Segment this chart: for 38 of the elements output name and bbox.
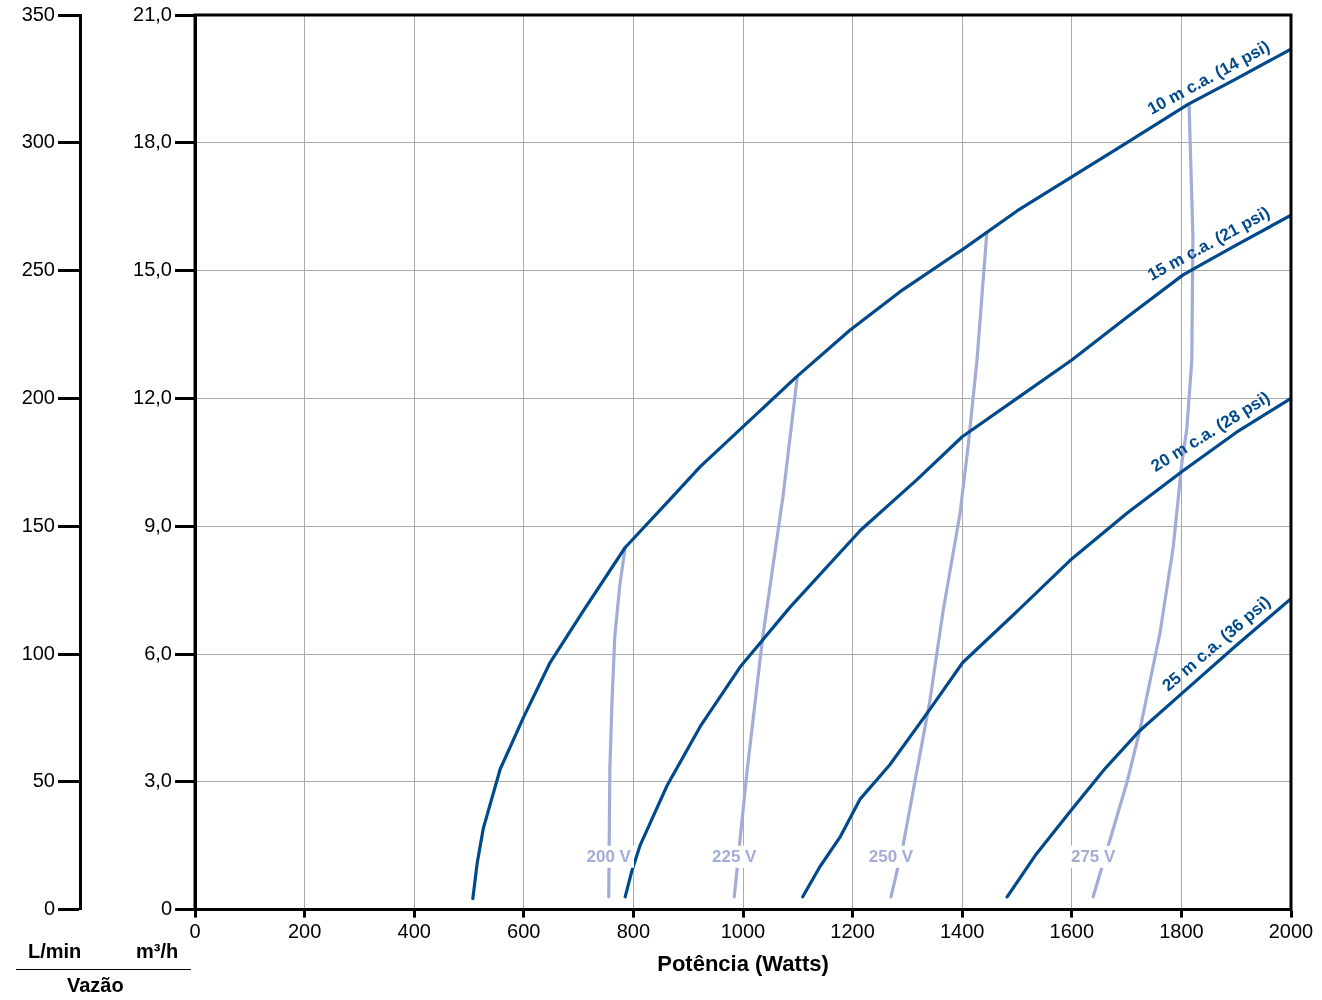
y-tick-label: 21,0 bbox=[133, 2, 172, 25]
x-tick-label: 400 bbox=[397, 920, 431, 943]
series-label: 275 V bbox=[1070, 846, 1117, 866]
y2-tick-label: 300 bbox=[21, 130, 55, 153]
y2-tick-label: 250 bbox=[21, 258, 55, 281]
series-label: 250 V bbox=[868, 846, 914, 866]
text: 15 m c.a. (21 psi) bbox=[1144, 202, 1273, 285]
y2-tick-label: 100 bbox=[21, 641, 55, 664]
x-tick-label: 1000 bbox=[720, 920, 766, 943]
x-tick-label: 1600 bbox=[1049, 920, 1095, 943]
y2-axis-title: L/min bbox=[28, 940, 82, 963]
x-tick-label: 1200 bbox=[830, 920, 875, 943]
series-label: 225 V bbox=[712, 846, 758, 866]
y-tick-label: 15,0 bbox=[133, 258, 172, 281]
x-tick-label: 200 bbox=[287, 920, 322, 943]
x-tick-label: 2000 bbox=[1268, 920, 1314, 943]
text: 10 m c.a. (14 psi) bbox=[1144, 36, 1273, 119]
x-tick-label: 1800 bbox=[1159, 920, 1204, 943]
y2-tick-label: 350 bbox=[21, 2, 55, 25]
x-tick-label: 600 bbox=[507, 920, 541, 943]
y-tick-label: 3,0 bbox=[144, 769, 172, 792]
text: 20 m c.a. (28 psi) bbox=[1147, 387, 1274, 476]
y-tick-label: 9,0 bbox=[144, 513, 172, 536]
x-axis-title: Potência (Watts) bbox=[657, 950, 829, 976]
x-tick-label: 1400 bbox=[939, 920, 985, 943]
y-axis-title: m³/h bbox=[136, 940, 179, 963]
x-tick-label: 0 bbox=[189, 920, 201, 943]
y2-tick-label: 50 bbox=[32, 769, 55, 792]
series-label: 200 V bbox=[586, 846, 632, 866]
y-tick-label: 0 bbox=[160, 897, 172, 920]
y-tick-label: 6,0 bbox=[144, 641, 172, 664]
y2-tick-label: 200 bbox=[21, 385, 55, 408]
x-tick-label: 800 bbox=[616, 920, 651, 943]
y-tick-label: 12,0 bbox=[133, 385, 172, 408]
y2-tick-label: 0 bbox=[43, 897, 55, 920]
text: Vazão bbox=[67, 974, 124, 997]
y2-tick-label: 150 bbox=[21, 513, 55, 536]
y-tick-label: 18,0 bbox=[133, 130, 172, 153]
